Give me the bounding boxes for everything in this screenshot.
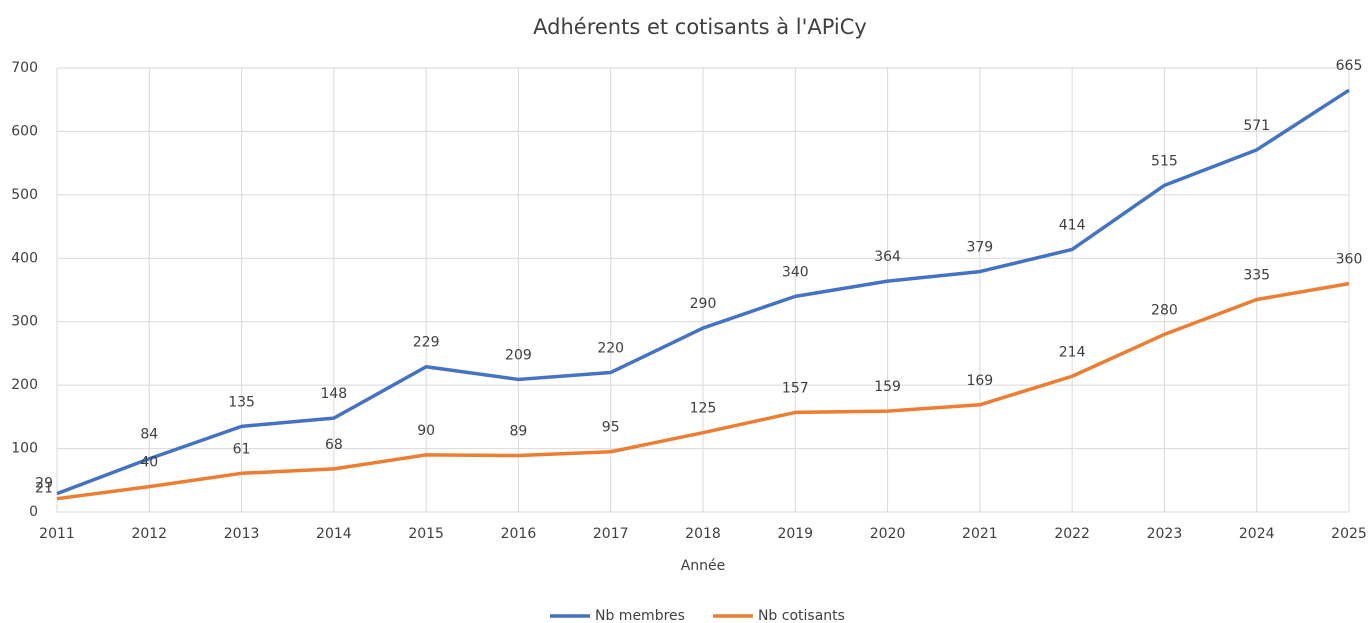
data-label: 95 <box>602 420 620 436</box>
data-label: 335 <box>1243 268 1270 284</box>
y-tick-label: 700 <box>11 60 38 76</box>
data-label: 364 <box>874 249 901 265</box>
x-tick-label: 2022 <box>1054 526 1090 542</box>
data-label: 89 <box>510 424 528 440</box>
series-line <box>56 88 1350 496</box>
x-tick-label: 2020 <box>870 526 906 542</box>
x-tick-label: 2018 <box>685 526 721 542</box>
data-label: 68 <box>325 437 343 453</box>
data-label: 209 <box>505 347 532 363</box>
y-tick-label: 400 <box>11 250 38 266</box>
x-tick-label: 2019 <box>777 526 813 542</box>
data-label: 40 <box>140 455 158 471</box>
data-label: 280 <box>1151 302 1178 318</box>
data-label: 90 <box>417 423 435 439</box>
x-tick-label: 2024 <box>1239 526 1275 542</box>
data-label: 340 <box>782 264 809 280</box>
x-tick-label: 2021 <box>962 526 998 542</box>
y-tick-label: 100 <box>11 441 38 457</box>
y-tick-label: 600 <box>11 123 38 139</box>
legend-label: Nb membres <box>595 608 685 623</box>
y-tick-label: 500 <box>11 187 38 203</box>
data-label: 379 <box>966 240 993 256</box>
x-tick-label: 2014 <box>316 526 352 542</box>
data-label: 159 <box>874 379 901 395</box>
y-tick-label: 300 <box>11 314 38 330</box>
y-tick-label: 200 <box>11 377 38 393</box>
x-tick-label: 2016 <box>501 526 537 542</box>
chart-title: Adhérents et cotisants à l'APiCy <box>533 15 867 39</box>
x-axis-title: Année <box>681 558 726 574</box>
data-label: 29 <box>35 476 53 492</box>
data-label: 21 <box>35 481 53 497</box>
data-label: 135 <box>228 394 255 410</box>
legend-label: Nb cotisants <box>758 608 845 623</box>
data-label: 360 <box>1336 252 1363 268</box>
data-label: 84 <box>140 427 158 443</box>
data-label: 148 <box>320 386 347 402</box>
data-label: 290 <box>690 296 717 312</box>
x-tick-label: 2025 <box>1331 526 1367 542</box>
y-tick-label: 0 <box>29 504 38 520</box>
data-label: 125 <box>690 401 717 417</box>
data-label: 665 <box>1336 58 1363 74</box>
data-label: 515 <box>1151 153 1178 169</box>
data-label: 414 <box>1059 217 1086 233</box>
x-tick-label: 2023 <box>1147 526 1183 542</box>
data-label: 61 <box>233 441 251 457</box>
x-tick-label: 2013 <box>224 526 260 542</box>
data-label: 157 <box>782 380 809 396</box>
x-tick-label: 2011 <box>39 526 75 542</box>
data-label: 571 <box>1243 118 1270 134</box>
x-tick-label: 2017 <box>593 526 629 542</box>
data-label: 220 <box>597 340 624 356</box>
x-tick-label: 2015 <box>408 526 444 542</box>
data-label: 169 <box>966 373 993 389</box>
series-line <box>56 281 1350 501</box>
data-label: 229 <box>413 335 440 351</box>
x-tick-label: 2012 <box>131 526 167 542</box>
data-label: 214 <box>1059 344 1086 360</box>
